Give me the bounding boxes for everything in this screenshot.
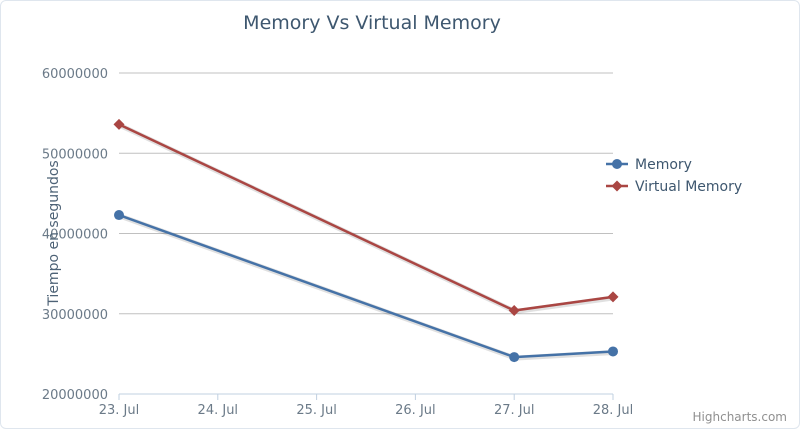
legend-item[interactable]: Memory [606,157,692,173]
data-point[interactable] [508,305,520,317]
data-point[interactable] [114,210,124,221]
x-tick-label: 23. Jul [99,403,140,418]
legend-item[interactable]: Virtual Memory [606,179,742,195]
y-tick-label: 60000000 [42,67,108,82]
data-point[interactable] [607,291,619,303]
y-tick-label: 40000000 [42,228,108,243]
chart-title: Memory Vs Virtual Memory [243,12,501,34]
data-point[interactable] [509,352,520,363]
x-tick-label: 26. Jul [395,403,436,418]
x-tick-label: 27. Jul [494,403,535,418]
series-line[interactable] [118,123,614,312]
series-1 [113,118,619,317]
y-tick-label: 20000000 [42,388,108,403]
y-tick-label: 30000000 [42,308,108,323]
legend-symbol[interactable] [611,180,623,192]
x-tick-label: 24. Jul [198,403,239,418]
series-0 [114,210,618,363]
data-point[interactable] [113,118,125,130]
x-tick-label: 25. Jul [296,403,337,418]
y-axis-ticks: 20000000 30000000 40000000 50000000 60000000 [42,67,108,403]
series-line[interactable] [118,213,614,359]
x-axis-ticks: 23. Jul 24. Jul 25. Jul 26. Jul 27. Jul 28. J… [99,394,634,418]
y-axis-label: Tiempo en segundos [46,160,62,306]
x-tick-label: 28. Jul [593,403,634,418]
y-tick-label: 50000000 [42,147,108,162]
legend-symbol[interactable] [612,159,622,169]
series-layer [113,118,619,363]
legend-label: Memory [635,157,692,173]
legend[interactable]: Memory Virtual Memory [606,157,742,195]
data-point[interactable] [608,346,618,357]
credits-link[interactable]: Highcharts.com [693,410,787,424]
grid-layer [119,72,613,395]
legend-label: Virtual Memory [635,179,742,195]
series-line-shadow [119,213,615,361]
